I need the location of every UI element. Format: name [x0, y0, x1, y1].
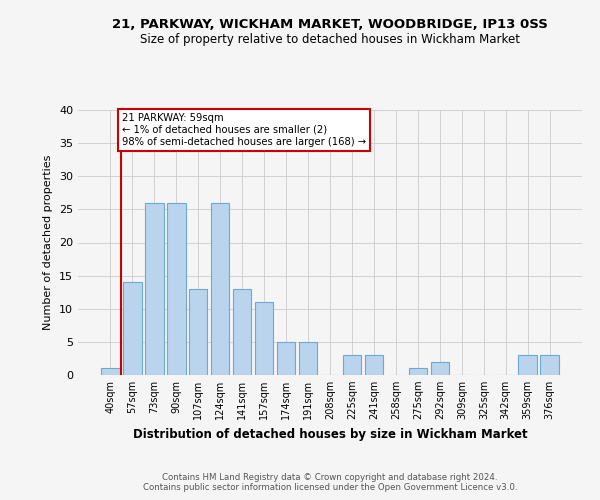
X-axis label: Distribution of detached houses by size in Wickham Market: Distribution of detached houses by size … [133, 428, 527, 440]
Bar [101, 368, 119, 375]
Bar [431, 362, 449, 375]
Y-axis label: Number of detached properties: Number of detached properties [43, 155, 53, 330]
Bar [233, 289, 251, 375]
Text: Size of property relative to detached houses in Wickham Market: Size of property relative to detached ho… [140, 32, 520, 46]
Bar [211, 203, 229, 375]
Bar [277, 342, 295, 375]
Text: 21, PARKWAY, WICKHAM MARKET, WOODBRIDGE, IP13 0SS: 21, PARKWAY, WICKHAM MARKET, WOODBRIDGE,… [112, 18, 548, 30]
Bar [541, 355, 559, 375]
Bar [365, 355, 383, 375]
Bar [123, 282, 142, 375]
Bar [145, 203, 164, 375]
Text: 21 PARKWAY: 59sqm
← 1% of detached houses are smaller (2)
98% of semi-detached h: 21 PARKWAY: 59sqm ← 1% of detached house… [122, 114, 366, 146]
Bar [189, 289, 208, 375]
Bar [518, 355, 537, 375]
Bar [343, 355, 361, 375]
Bar [255, 302, 274, 375]
Text: Contains HM Land Registry data © Crown copyright and database right 2024.
Contai: Contains HM Land Registry data © Crown c… [143, 473, 517, 492]
Bar [299, 342, 317, 375]
Bar [167, 203, 185, 375]
Bar [409, 368, 427, 375]
